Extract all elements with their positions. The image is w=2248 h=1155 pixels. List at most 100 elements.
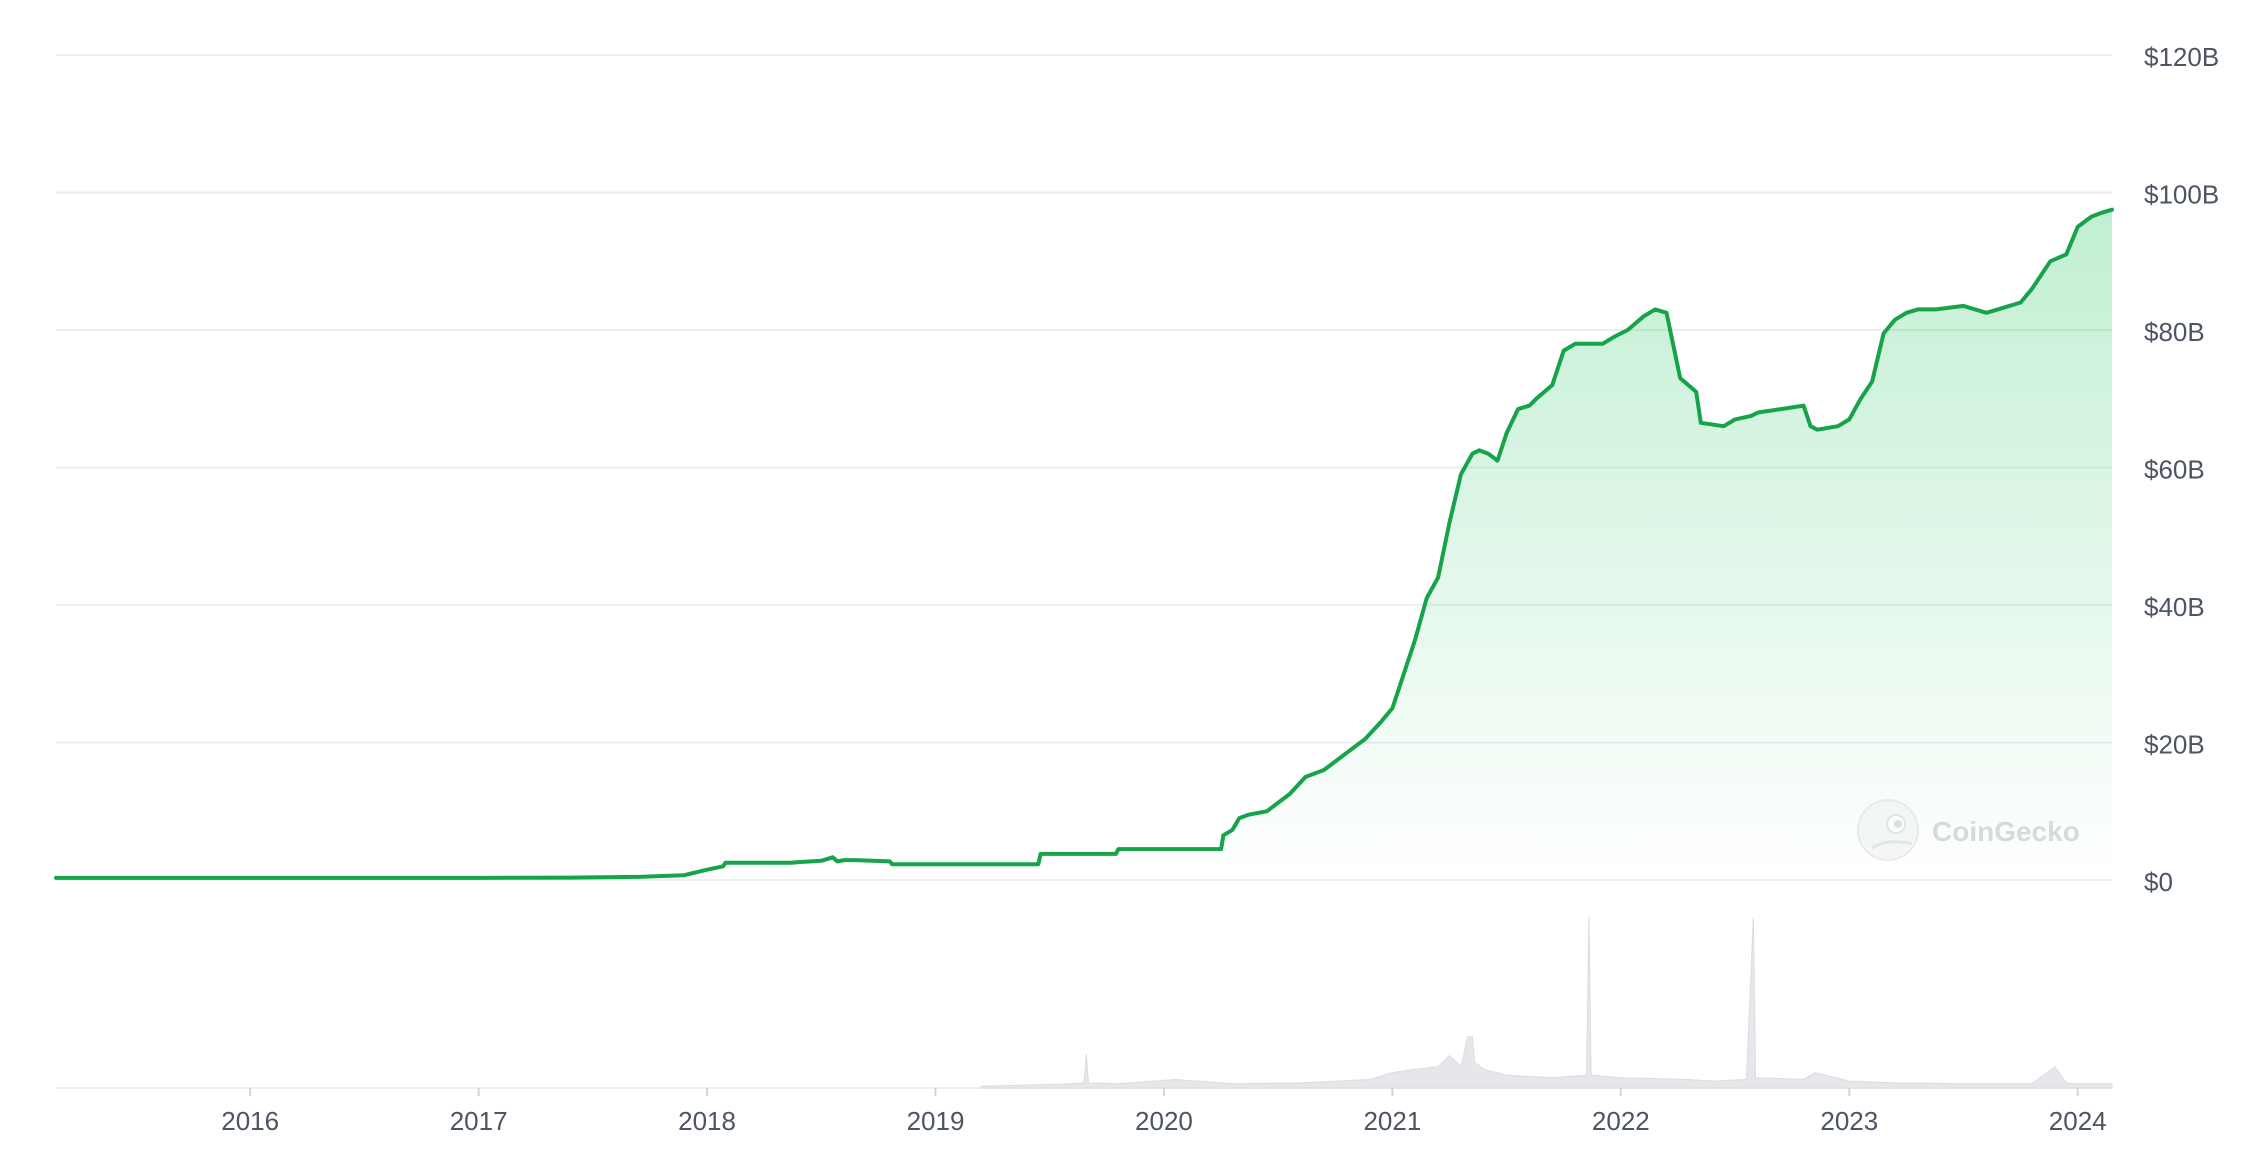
data-point[interactable] xyxy=(1476,447,1482,453)
data-point[interactable] xyxy=(1611,334,1617,340)
data-point[interactable] xyxy=(1814,427,1820,433)
data-point[interactable] xyxy=(1995,306,2001,312)
data-point[interactable] xyxy=(2088,214,2094,220)
x-tick-label: 2023 xyxy=(1820,1106,1878,1136)
data-point[interactable] xyxy=(1504,430,1510,436)
data-point[interactable] xyxy=(1469,451,1475,457)
data-point[interactable] xyxy=(1572,341,1578,347)
data-point[interactable] xyxy=(2047,258,2053,264)
data-point[interactable] xyxy=(1303,774,1309,780)
data-point[interactable] xyxy=(1389,705,1395,711)
data-point[interactable] xyxy=(2109,207,2115,213)
data-point[interactable] xyxy=(841,857,847,863)
y-tick-label: $60B xyxy=(2144,455,2205,485)
data-point[interactable] xyxy=(1394,691,1400,697)
data-point[interactable] xyxy=(1903,310,1909,316)
data-point[interactable] xyxy=(1287,791,1293,797)
data-point[interactable] xyxy=(247,875,253,881)
data-point[interactable] xyxy=(1561,348,1567,354)
data-point[interactable] xyxy=(476,875,482,881)
data-point[interactable] xyxy=(1321,767,1327,773)
data-point[interactable] xyxy=(1807,423,1813,429)
data-point[interactable] xyxy=(773,860,779,866)
data-point[interactable] xyxy=(1677,375,1683,381)
data-point[interactable] xyxy=(1881,330,1887,336)
data-point[interactable] xyxy=(830,854,836,860)
data-point[interactable] xyxy=(1732,416,1738,422)
data-point[interactable] xyxy=(1447,520,1453,526)
data-point[interactable] xyxy=(1961,303,1967,309)
data-point[interactable] xyxy=(1641,313,1647,319)
data-point[interactable] xyxy=(1526,403,1532,409)
volume-area xyxy=(980,917,2113,1089)
data-point[interactable] xyxy=(1038,851,1044,857)
data-point[interactable] xyxy=(567,875,573,881)
data-point[interactable] xyxy=(889,861,895,867)
data-point[interactable] xyxy=(1115,846,1121,852)
y-tick-label: $40B xyxy=(2144,592,2205,622)
data-point[interactable] xyxy=(1693,389,1699,395)
data-point[interactable] xyxy=(1220,832,1226,838)
data-point[interactable] xyxy=(1378,719,1384,725)
data-point[interactable] xyxy=(933,861,939,867)
data-point[interactable] xyxy=(2098,210,2104,216)
data-point[interactable] xyxy=(1933,306,1939,312)
data-point[interactable] xyxy=(1721,423,1727,429)
data-point[interactable] xyxy=(1835,423,1841,429)
data-point[interactable] xyxy=(1915,306,1921,312)
data-point[interactable] xyxy=(1344,750,1350,756)
data-point[interactable] xyxy=(1035,861,1041,867)
data-point[interactable] xyxy=(636,874,642,880)
data-point[interactable] xyxy=(1652,306,1658,312)
data-point[interactable] xyxy=(1664,310,1670,316)
price-line[interactable] xyxy=(54,207,2114,880)
data-point[interactable] xyxy=(1846,416,1852,422)
data-point[interactable] xyxy=(789,860,795,866)
data-point[interactable] xyxy=(1869,379,1875,385)
data-point[interactable] xyxy=(1458,471,1464,477)
data-point[interactable] xyxy=(818,858,824,864)
data-point[interactable] xyxy=(53,875,59,881)
data-point[interactable] xyxy=(1755,410,1761,416)
data-point[interactable] xyxy=(2029,286,2035,292)
data-point[interactable] xyxy=(2018,300,2024,306)
price-area xyxy=(53,207,2115,881)
data-point[interactable] xyxy=(1515,406,1521,412)
data-point[interactable] xyxy=(1533,396,1539,402)
data-point[interactable] xyxy=(1892,317,1898,323)
data-point[interactable] xyxy=(834,858,840,864)
data-point[interactable] xyxy=(1435,575,1441,581)
data-point[interactable] xyxy=(1858,396,1864,402)
y-tick-label: $120B xyxy=(2144,42,2219,72)
data-point[interactable] xyxy=(1494,458,1500,464)
data-point[interactable] xyxy=(1424,595,1430,601)
data-point[interactable] xyxy=(1245,812,1251,818)
data-point[interactable] xyxy=(704,867,710,873)
data-point[interactable] xyxy=(1218,846,1224,852)
data-point[interactable] xyxy=(1801,403,1807,409)
data-point[interactable] xyxy=(1236,815,1242,821)
data-point[interactable] xyxy=(722,860,728,866)
data-point[interactable] xyxy=(681,872,687,878)
y-tick-label: $80B xyxy=(2144,317,2205,347)
data-point[interactable] xyxy=(1698,420,1704,426)
data-point[interactable] xyxy=(2075,224,2081,230)
data-point[interactable] xyxy=(1264,808,1270,814)
data-point[interactable] xyxy=(795,859,801,865)
gecko-logo-icon xyxy=(1857,799,1919,861)
data-point[interactable] xyxy=(853,857,859,863)
data-point[interactable] xyxy=(1588,341,1594,347)
gridlines xyxy=(56,54,2112,1089)
data-point[interactable] xyxy=(1600,341,1606,347)
data-point[interactable] xyxy=(1412,636,1418,642)
data-point[interactable] xyxy=(1983,310,1989,316)
data-point[interactable] xyxy=(1362,736,1368,742)
data-point[interactable] xyxy=(1778,406,1784,412)
data-point[interactable] xyxy=(1748,413,1754,419)
data-point[interactable] xyxy=(1229,827,1235,833)
data-point[interactable] xyxy=(1549,382,1555,388)
data-point[interactable] xyxy=(1485,451,1491,457)
data-point[interactable] xyxy=(1625,327,1631,333)
data-point[interactable] xyxy=(2063,251,2069,257)
